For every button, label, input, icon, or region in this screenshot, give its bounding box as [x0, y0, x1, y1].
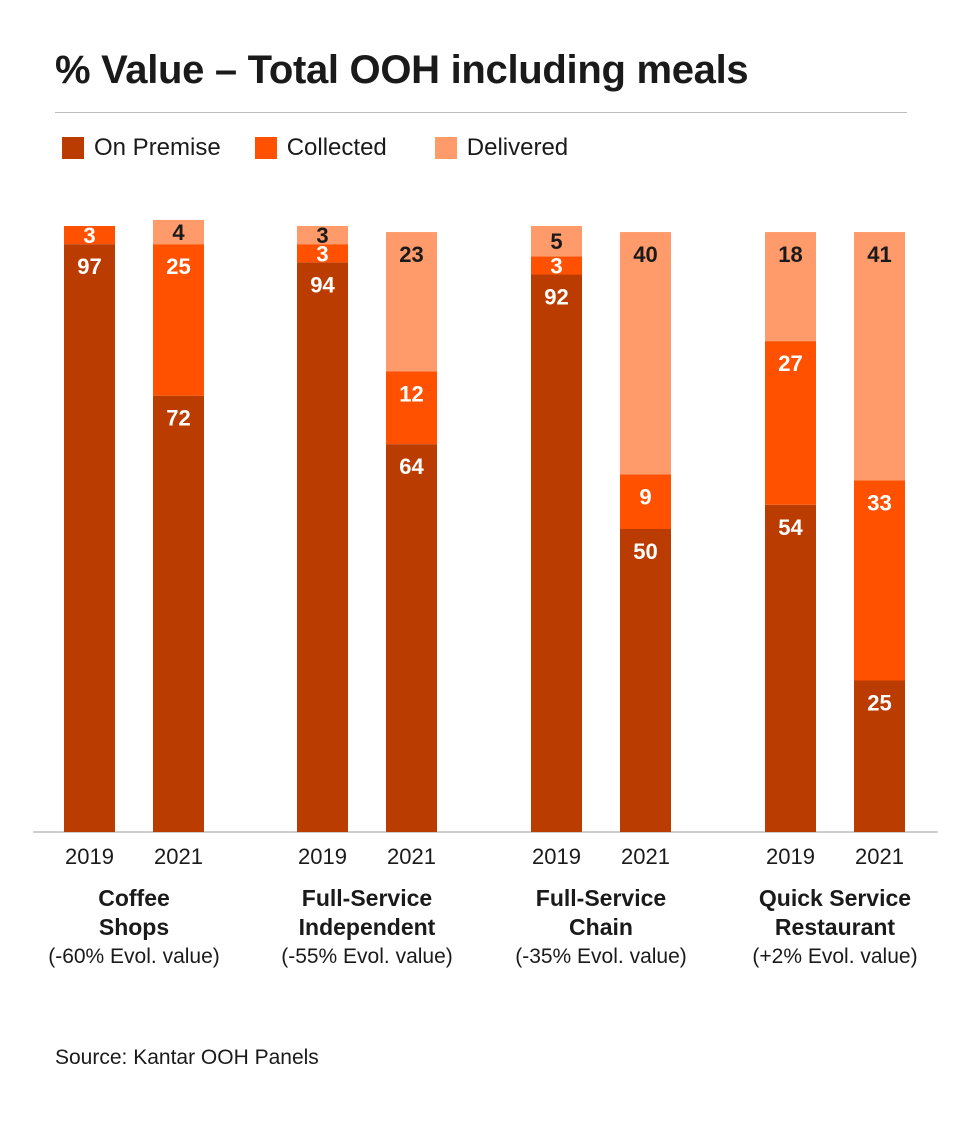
bar-collected-3-2019 — [531, 256, 582, 275]
bar-delivered-1-2021 — [153, 219, 204, 245]
data-label-on-premise-2-2019: 94 — [310, 272, 335, 297]
x-tick-label-3-2021: 2021 — [621, 844, 670, 869]
x-tick-label-1-2019: 2019 — [65, 844, 114, 869]
bar-on-premise-1-2021 — [153, 395, 204, 832]
bar-on-premise-4-2019 — [765, 504, 816, 832]
legend-swatch-collected — [254, 137, 277, 159]
data-label-collected-4-2021: 33 — [867, 491, 891, 516]
bar-collected-1-2021 — [153, 244, 204, 396]
group-label-2-line-1: Full-Service — [302, 885, 432, 911]
source-note: Source: Kantar OOH Panels — [55, 1046, 319, 1069]
data-label-collected-2-2021: 12 — [399, 381, 423, 406]
data-label-collected-1-2019: 3 — [83, 223, 95, 248]
legend-label-on-premise: On Premise — [94, 134, 221, 161]
group-label-4-line-2: Restaurant — [775, 914, 895, 940]
x-tick-label-1-2021: 2021 — [154, 844, 203, 869]
stacked-bar-chart: 9732019722542021943320196412232021923520… — [33, 219, 938, 968]
data-label-on-premise-4-2019: 54 — [778, 515, 803, 540]
data-label-on-premise-1-2019: 97 — [77, 254, 101, 279]
bar-collected-4-2019 — [765, 341, 816, 505]
x-tick-label-4-2021: 2021 — [855, 844, 904, 869]
data-label-on-premise-3-2019: 92 — [544, 284, 568, 309]
data-label-delivered-4-2021: 41 — [867, 242, 891, 267]
data-label-collected-2-2019: 3 — [316, 241, 328, 266]
data-label-collected-3-2021: 9 — [639, 484, 651, 509]
bar-on-premise-3-2019 — [531, 274, 582, 833]
title-divider — [55, 112, 907, 113]
data-label-collected-3-2019: 3 — [550, 253, 562, 278]
data-label-on-premise-1-2021: 72 — [166, 406, 190, 431]
bar-delivered-3-2021 — [620, 232, 671, 475]
x-tick-label-2-2019: 2019 — [298, 844, 347, 869]
bar-collected-4-2021 — [854, 480, 905, 681]
legend: On Premise Collected Delivered — [62, 134, 568, 162]
data-label-delivered-4-2019: 18 — [778, 242, 802, 267]
group-label-3-line-2: Chain — [569, 914, 633, 940]
data-label-delivered-2-2019: 3 — [316, 223, 328, 248]
group-label-4-line-1: Quick Service — [759, 885, 911, 911]
legend-item-collected: Collected — [254, 134, 387, 162]
bar-delivered-3-2019 — [531, 226, 582, 257]
x-tick-label-3-2019: 2019 — [532, 844, 581, 869]
data-label-collected-4-2019: 27 — [778, 351, 802, 376]
legend-label-collected: Collected — [286, 134, 387, 161]
group-subtitle-4: (+2% Evol. value) — [752, 945, 917, 968]
data-label-collected-1-2021: 25 — [166, 254, 190, 279]
group-subtitle-2: (-55% Evol. value) — [281, 945, 453, 968]
bar-delivered-2-2019 — [297, 226, 348, 245]
x-tick-label-4-2019: 2019 — [766, 844, 815, 869]
x-tick-label-2-2021: 2021 — [387, 844, 436, 869]
chart-title: % Value – Total OOH including meals — [55, 48, 749, 92]
legend-item-delivered: Delivered — [434, 134, 569, 162]
bar-collected-1-2019 — [64, 226, 115, 245]
bar-on-premise-2-2021 — [386, 444, 437, 832]
group-label-1-line-2: Shops — [99, 914, 169, 940]
bar-on-premise-4-2021 — [854, 680, 905, 832]
legend-label-delivered: Delivered — [466, 134, 569, 161]
group-subtitle-3: (-35% Evol. value) — [515, 945, 687, 968]
bar-on-premise-1-2019 — [64, 244, 115, 832]
data-label-delivered-1-2021: 4 — [172, 220, 185, 245]
group-subtitle-1: (-60% Evol. value) — [48, 945, 220, 968]
legend-item-on-premise: On Premise — [62, 134, 221, 162]
bar-collected-2-2021 — [386, 371, 437, 445]
group-label-3-line-1: Full-Service — [536, 885, 666, 911]
data-label-on-premise-3-2021: 50 — [633, 539, 657, 564]
group-label-2-line-2: Independent — [299, 914, 436, 940]
data-label-delivered-3-2019: 5 — [550, 229, 562, 254]
data-label-on-premise-4-2021: 25 — [867, 691, 891, 716]
group-label-1-line-1: Coffee — [98, 885, 170, 911]
bar-on-premise-2-2019 — [297, 262, 348, 832]
data-label-delivered-3-2021: 40 — [633, 242, 657, 267]
bar-collected-3-2021 — [620, 474, 671, 529]
data-label-delivered-2-2021: 23 — [399, 242, 423, 267]
bar-delivered-4-2019 — [765, 232, 816, 342]
bar-delivered-4-2021 — [854, 232, 905, 481]
bar-on-premise-3-2021 — [620, 529, 671, 832]
legend-swatch-on-premise — [62, 137, 84, 159]
bar-delivered-2-2021 — [386, 232, 437, 372]
bar-collected-2-2019 — [297, 244, 348, 263]
data-label-on-premise-2-2021: 64 — [399, 454, 424, 479]
legend-swatch-delivered — [434, 137, 457, 159]
